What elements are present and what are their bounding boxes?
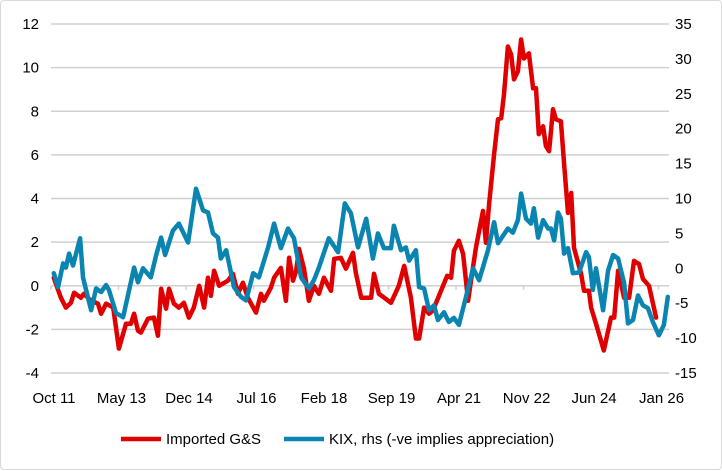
right-y-axis: -15 -10 -5 0 5 10 15 20 25 30 35	[675, 16, 697, 382]
x-tick-label: Apr 21	[437, 390, 481, 407]
right-y-tick-label: 35	[675, 16, 692, 33]
x-tick-label: May 13	[97, 390, 146, 407]
x-tick-label: Feb 18	[301, 390, 348, 407]
left-y-tick-label: 2	[31, 234, 39, 251]
right-y-tick-label: 30	[675, 51, 692, 68]
x-tick-label: Nov 22	[503, 390, 551, 407]
left-y-tick-label: 8	[31, 103, 39, 120]
right-y-tick-label: -10	[675, 330, 697, 347]
x-tick-label: Oct 11	[32, 390, 75, 407]
x-axis-labels: Oct 11 May 13 Dec 14 Jul 16 Feb 18 Sep 19 Apr …	[32, 390, 684, 407]
x-tick-label: Jan 26	[639, 390, 684, 407]
x-tick-label: Jun 24	[572, 390, 617, 407]
left-y-tick-label: 10	[22, 60, 39, 77]
right-y-tick-label: 0	[675, 260, 683, 277]
right-y-tick-label: 25	[675, 86, 692, 103]
imported-gs-line	[51, 37, 659, 353]
left-y-tick-label: 6	[31, 147, 39, 164]
x-tick-label: Dec 14	[165, 390, 213, 407]
left-y-tick-label: -2	[26, 321, 39, 338]
left-y-tick-label: 0	[31, 278, 39, 295]
right-y-tick-label: -5	[675, 295, 688, 312]
kix-line	[51, 186, 671, 338]
left-y-tick-label: 4	[31, 191, 39, 208]
right-y-tick-label: 15	[675, 156, 692, 173]
left-y-tick-label: 12	[22, 16, 39, 33]
right-y-tick-label: 10	[675, 191, 692, 208]
x-tick-label: Sep 19	[368, 390, 416, 407]
legend: Imported G&S KIX, rhs (-ve implies apprec…	[121, 431, 554, 448]
legend-label: Imported G&S	[166, 431, 261, 448]
right-y-tick-label: -15	[675, 365, 697, 382]
series-lines	[51, 37, 671, 353]
legend-label: KIX, rhs (-ve implies appreciation)	[329, 431, 554, 448]
right-y-tick-label: 5	[675, 225, 683, 242]
x-tick-label: Jul 16	[237, 390, 277, 407]
left-y-tick-label: -4	[26, 365, 39, 382]
gridlines	[51, 23, 669, 374]
left-y-axis: -4 -2 0 2 4 6 8 10 12	[22, 16, 39, 382]
right-y-tick-label: 20	[675, 121, 692, 138]
